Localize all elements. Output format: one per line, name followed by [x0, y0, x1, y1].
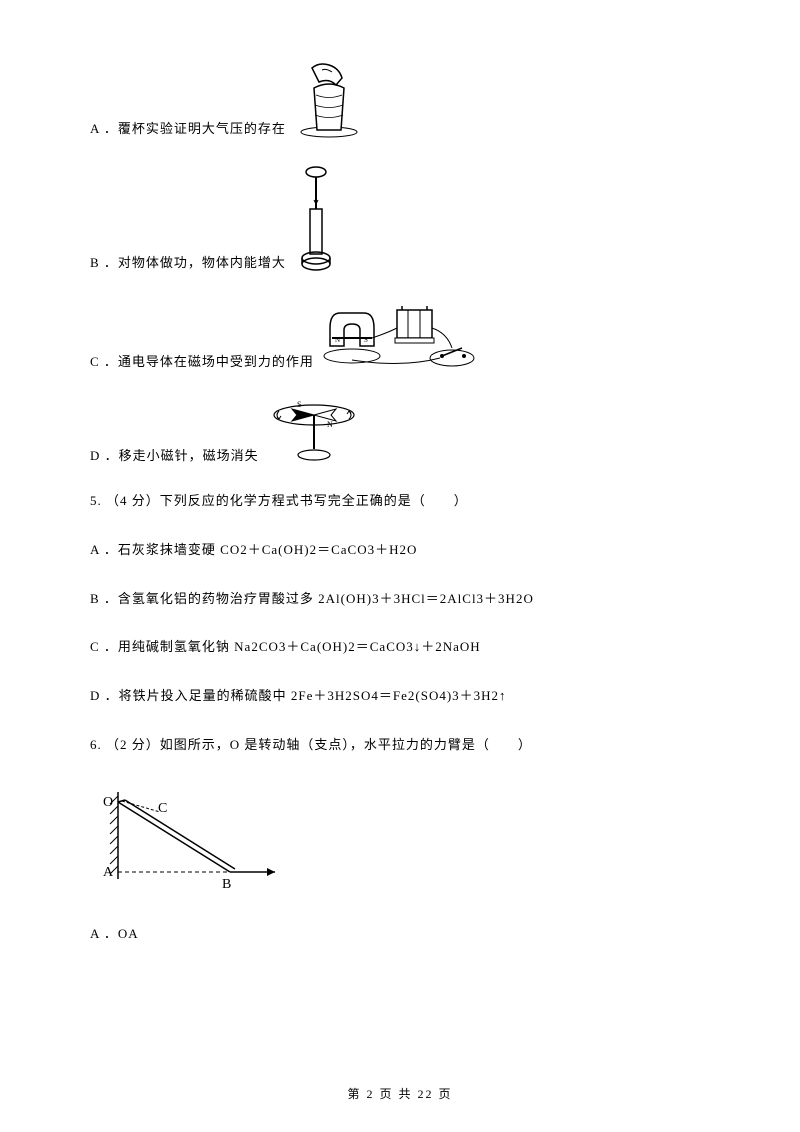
option-b-row: B ． 对物体做功，物体内能增大 — [90, 164, 710, 274]
label-B: B — [222, 877, 231, 892]
option-b-text: 对物体做功，物体内能增大 — [118, 253, 286, 274]
option-d-row: D ． 移走小磁针，磁场消失 S N — [90, 397, 710, 467]
q5-option-b: B ．含氢氧化铝的药物治疗胃酸过多 2Al(OH)3＋3HCl＝2AlCl3＋3… — [90, 589, 710, 610]
q6-option-a: A ．OA — [90, 924, 710, 945]
page-footer: 第 2 页 共 22 页 — [0, 1085, 800, 1102]
option-a-text: 覆杯实验证明大气压的存在 — [118, 119, 286, 140]
q5-option-c: C ．用纯碱制氢氧化钠 Na2CO3＋Ca(OH)2＝CaCO3↓＋2NaOH — [90, 637, 710, 658]
option-d-text: 移走小磁针，磁场消失 — [119, 446, 259, 467]
svg-text:N: N — [327, 420, 333, 429]
cup-experiment-image — [294, 60, 364, 140]
lever-diagram: O C A B — [90, 784, 710, 894]
q5-option-d: D ．将铁片投入足量的稀硫酸中 2Fe＋3H2SO4＝Fe2(SO4)3＋3H2… — [90, 686, 710, 707]
label-C: C — [158, 801, 167, 816]
option-d-label: D ． — [90, 446, 119, 467]
option-c-row: C ． 通电导体在磁场中受到力的作用 N S — [90, 298, 710, 373]
magnetic-force-image: N S — [322, 298, 487, 373]
option-a-label: A ． — [90, 119, 118, 140]
option-c-text: 通电导体在磁场中受到力的作用 — [118, 352, 314, 373]
option-a-row: A ． 覆杯实验证明大气压的存在 — [90, 60, 710, 140]
label-A: A — [103, 865, 114, 880]
label-O: O — [103, 795, 113, 810]
fire-syringe-image — [294, 164, 339, 274]
compass-image: S N — [267, 397, 362, 467]
q6-stem: 6. （2 分）如图所示，O 是转动轴（支点），水平拉力的力臂是（ ） — [90, 735, 710, 756]
option-b-label: B ． — [90, 253, 118, 274]
q5-stem: 5. （4 分）下列反应的化学方程式书写完全正确的是（ ） — [90, 491, 710, 512]
svg-text:S: S — [297, 400, 301, 409]
q5-option-a: A ．石灰浆抹墙变硬 CO2＋Ca(OH)2＝CaCO3＋H2O — [90, 540, 710, 561]
option-c-label: C ． — [90, 352, 118, 373]
